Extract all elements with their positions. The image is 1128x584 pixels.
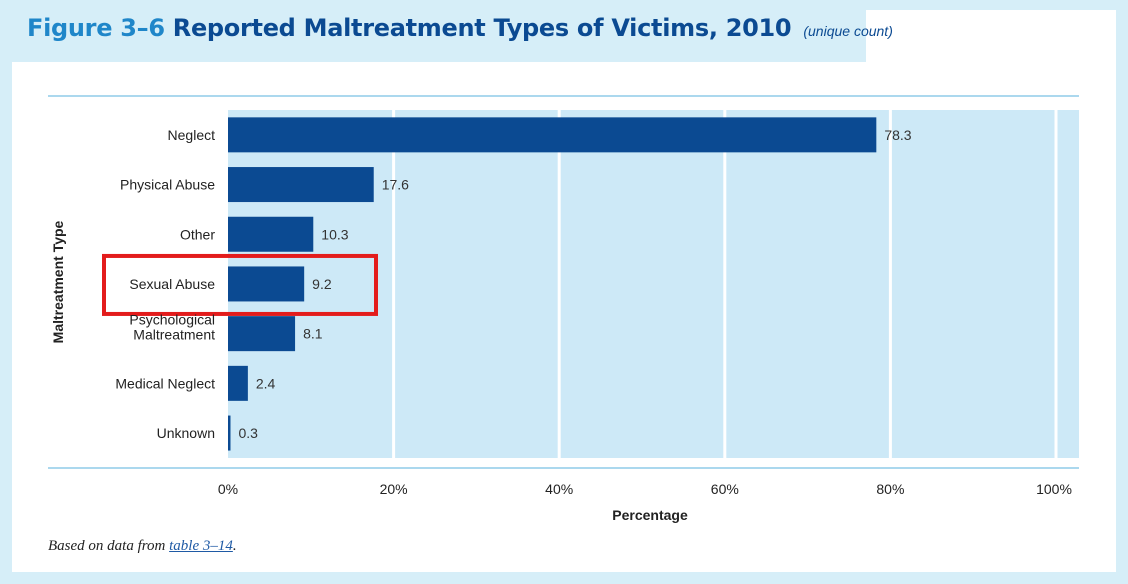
plot-area (228, 110, 1079, 458)
data-label-0: 78.3 (884, 127, 911, 143)
category-label-6: Unknown (157, 425, 215, 441)
data-label-3: 9.2 (312, 276, 332, 292)
category-label-4: Psychological Maltreatment (129, 312, 215, 343)
x-tick-label-20: 20% (380, 481, 408, 497)
bar-6 (228, 415, 231, 451)
x-tick-label-80: 80% (876, 481, 904, 497)
data-label-1: 17.6 (382, 177, 409, 193)
chart-title: Figure 3–6 Reported Maltreatment Types of… (27, 14, 893, 42)
bar-3 (228, 266, 305, 302)
chart-title-text: Reported Maltreatment Types of Victims, … (172, 14, 792, 42)
x-tick-label-40: 40% (545, 481, 573, 497)
bar-4 (228, 316, 296, 352)
highlight-box (102, 253, 378, 316)
category-label-5: Medical Neglect (115, 375, 215, 391)
source-note: Based on data from table 3–14. (48, 538, 237, 555)
x-axis-title: Percentage (612, 507, 688, 523)
category-label-1: Physical Abuse (120, 177, 215, 193)
bar-5 (228, 365, 248, 401)
category-label-2: Other (180, 226, 215, 242)
data-label-4: 8.1 (303, 326, 323, 342)
bar-2 (228, 216, 314, 252)
y-axis-title: Maltreatment Type (50, 220, 66, 343)
x-tick-label-100: 100% (1036, 481, 1072, 497)
source-prefix: Based on data from (48, 538, 170, 554)
chart-subtitle: (unique count) (803, 23, 893, 39)
category-label-3: Sexual Abuse (129, 276, 215, 292)
figure-number: Figure 3–6 (27, 14, 165, 42)
bar-0 (228, 117, 877, 153)
data-label-2: 10.3 (321, 226, 348, 242)
header-panel (866, 10, 1116, 70)
data-label-6: 0.3 (238, 425, 258, 441)
category-label-0: Neglect (168, 127, 216, 143)
bar-1 (228, 167, 374, 203)
data-label-5: 2.4 (256, 375, 276, 391)
source-link[interactable]: table 3–14 (169, 538, 233, 554)
x-tick-label-60: 60% (711, 481, 739, 497)
x-tick-label-0: 0% (218, 481, 238, 497)
source-suffix: . (232, 538, 237, 554)
